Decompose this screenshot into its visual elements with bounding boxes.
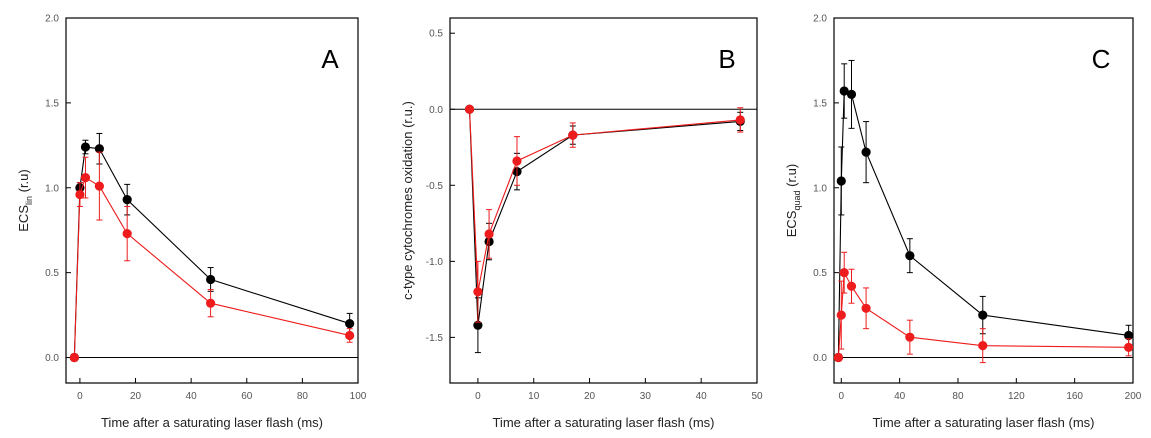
plot-frame xyxy=(449,17,758,384)
y-tick-label: 1.5 xyxy=(45,98,59,109)
panel-letter: A xyxy=(321,44,339,74)
data-point-black xyxy=(80,142,91,152)
data-point-red xyxy=(464,104,475,114)
y-tick-label: 0.0 xyxy=(813,353,827,364)
data-point-red xyxy=(75,189,85,200)
plot-frame xyxy=(65,17,359,384)
chart-panel-c: 0 40 80 120 160 200 0.0 0.5 1.0 1.5 2.0 Time after … xyxy=(784,14,1142,431)
x-tick-label: 10 xyxy=(528,391,540,402)
x-tick-label: 60 xyxy=(241,391,253,402)
panel-letter: C xyxy=(1092,44,1111,74)
data-point-black xyxy=(846,89,857,99)
data-point-black xyxy=(473,320,483,330)
y-tick-label: -0.5 xyxy=(426,181,444,192)
x-tick-label: 30 xyxy=(640,391,652,402)
data-point-black xyxy=(839,86,849,96)
data-point-black xyxy=(1124,330,1134,341)
y-axis-label-unit: (r.u) xyxy=(16,169,31,196)
y-tick-label: -1.0 xyxy=(426,257,444,268)
data-point-red xyxy=(69,352,79,363)
x-tick-label: 40 xyxy=(894,391,906,402)
data-point-black xyxy=(94,144,104,154)
data-point-red xyxy=(905,332,915,342)
data-point-red xyxy=(122,229,132,239)
data-point-red xyxy=(484,229,494,239)
y-tick-label: 0.5 xyxy=(45,268,59,279)
data-point-red xyxy=(861,303,871,313)
x-tick-label: 0 xyxy=(475,391,481,402)
y-tick-label: 0.5 xyxy=(813,268,827,279)
x-tick-label: 160 xyxy=(1066,391,1083,402)
data-point-black xyxy=(345,318,355,329)
x-axis-label: Time after a saturating laser flash (ms) xyxy=(872,415,1094,430)
x-tick-label: 200 xyxy=(1125,391,1142,402)
data-point-red xyxy=(1124,342,1134,352)
data-point-black xyxy=(905,251,915,261)
x-tick-label: 100 xyxy=(350,391,367,402)
data-point-red xyxy=(833,352,843,363)
data-point-black xyxy=(122,195,132,205)
y-tick-label: 2.0 xyxy=(813,14,827,25)
series-line-red xyxy=(468,109,741,292)
data-point-black xyxy=(836,176,846,186)
data-point-red xyxy=(568,130,578,140)
x-axis-label: Time after a saturating laser flash (ms) xyxy=(101,415,323,430)
x-tick-label: 40 xyxy=(186,391,198,402)
x-tick-label: 80 xyxy=(952,391,964,402)
series-line-black xyxy=(468,109,741,326)
x-tick-label: 50 xyxy=(751,391,763,402)
x-tick-label: 40 xyxy=(696,391,708,402)
panel-letter: B xyxy=(718,44,735,74)
x-tick-label: 0 xyxy=(77,391,83,402)
data-point-black xyxy=(978,310,988,320)
y-tick-label: 1.5 xyxy=(813,98,827,109)
data-point-black xyxy=(861,147,871,157)
x-tick-label: 20 xyxy=(584,391,596,402)
y-axis-label-unit: (r.u) xyxy=(784,164,799,191)
data-point-red xyxy=(473,287,483,297)
data-point-red xyxy=(839,268,849,278)
chart-panel-b: 0 10 20 30 40 50 -1.5 -1.0 -0.5 0.0 0.5 Time after … xyxy=(400,17,763,430)
x-tick-label: 0 xyxy=(839,391,845,402)
data-point-red xyxy=(345,330,355,341)
y-tick-label: 1.0 xyxy=(45,183,59,194)
data-point-black xyxy=(206,274,216,285)
x-tick-label: 20 xyxy=(130,391,142,402)
y-tick-label: 0.0 xyxy=(45,353,59,364)
data-point-red xyxy=(94,181,104,191)
data-point-red xyxy=(978,341,988,351)
chart-panel-a: 0 20 40 60 80 100 0.0 0.5 1.0 1.5 2.0 Time after a … xyxy=(16,14,367,431)
y-tick-label: 1.0 xyxy=(813,183,827,194)
data-point-red xyxy=(735,115,745,125)
y-tick-label: 0.0 xyxy=(429,105,443,116)
x-tick-label: 120 xyxy=(1008,391,1025,402)
plot-frame xyxy=(833,17,1134,384)
y-tick-label: 0.5 xyxy=(429,29,443,40)
y-axis-label-subscript: lin xyxy=(24,196,34,205)
data-point-red xyxy=(512,156,522,166)
x-tick-label: 80 xyxy=(297,391,309,402)
data-point-red xyxy=(836,310,846,320)
y-axis-label: c-type cytochromes oxidation (r.u.) xyxy=(400,101,415,300)
y-tick-label: -1.5 xyxy=(426,333,444,344)
y-axis-label: ECSlin (r.u) xyxy=(16,169,34,231)
data-point-red xyxy=(206,298,216,308)
x-axis-label: Time after a saturating laser flash (ms) xyxy=(492,415,714,430)
y-tick-label: 2.0 xyxy=(45,14,59,25)
y-axis-label-subscript: quad xyxy=(792,190,802,210)
data-point-red xyxy=(80,172,91,183)
data-point-red xyxy=(846,281,857,291)
y-axis-label: ECSquad (r.u) xyxy=(784,164,802,238)
